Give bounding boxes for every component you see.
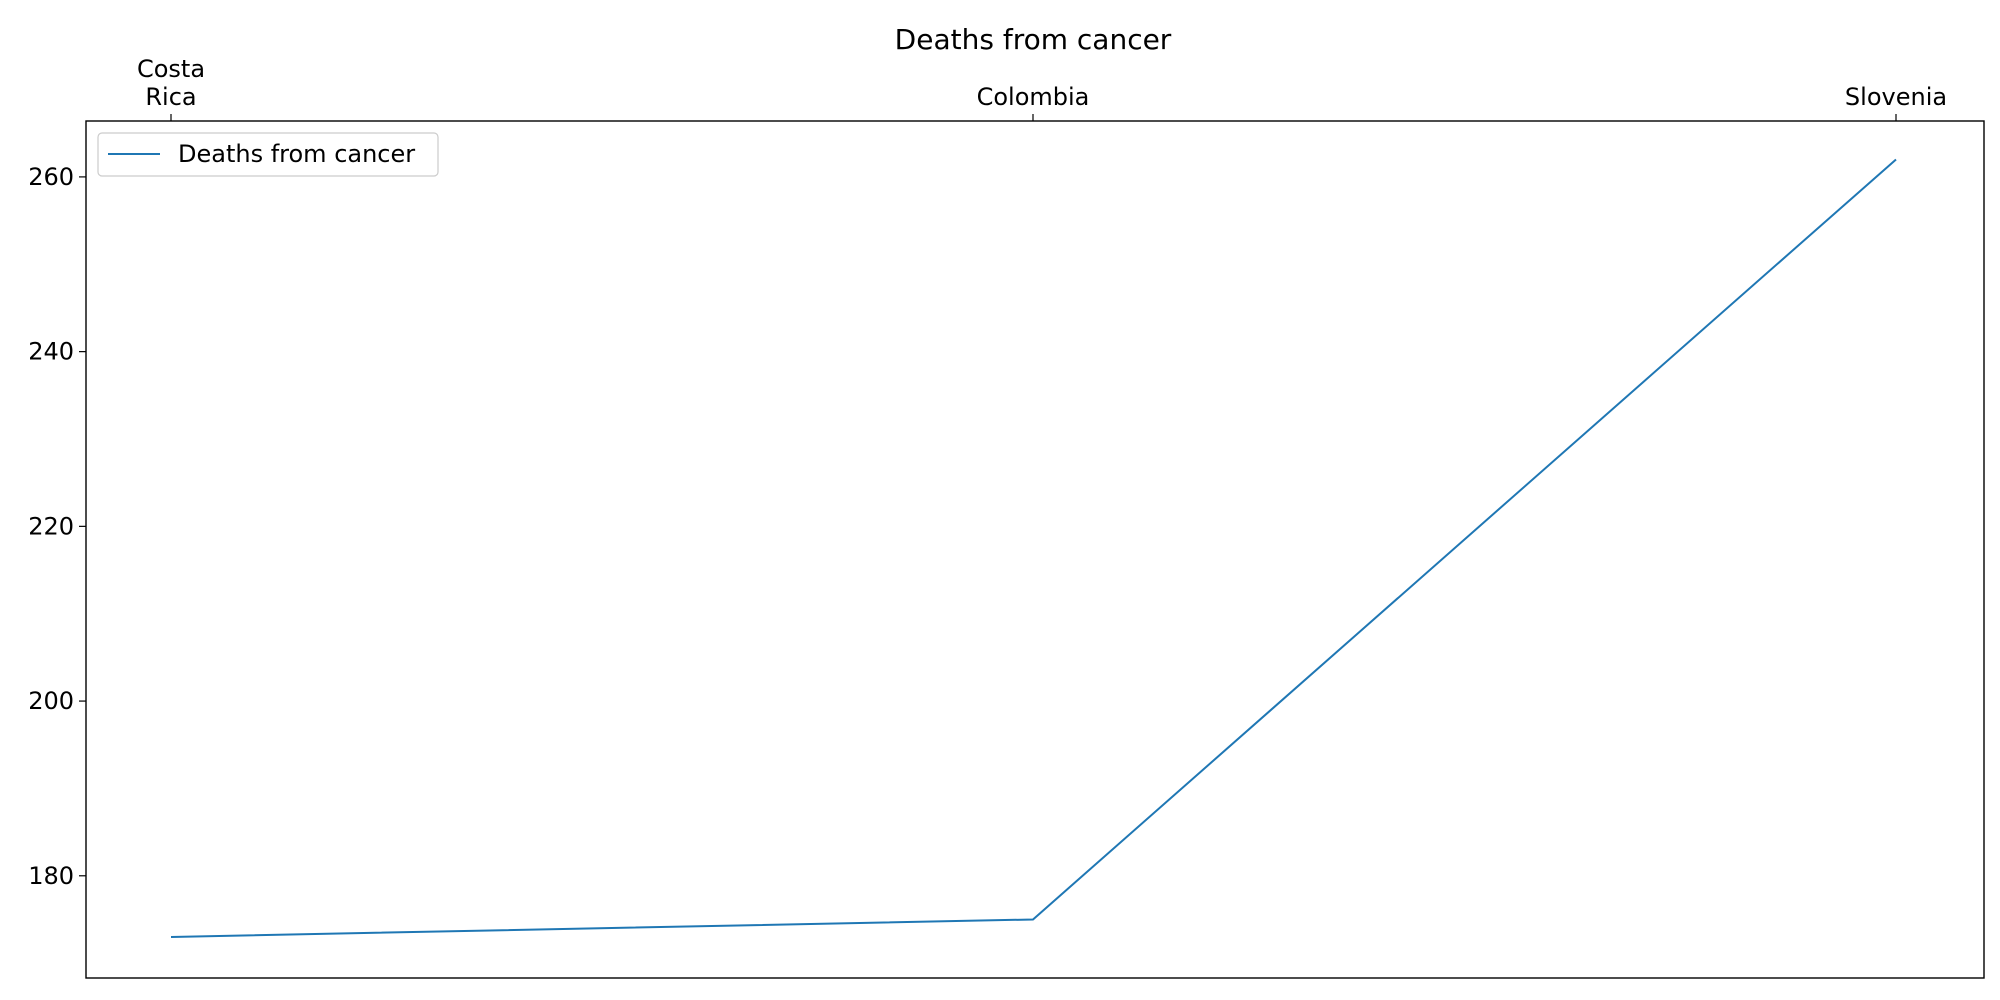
plot-area: [85, 120, 1985, 979]
y-axis: 180 200 220 240 260: [28, 163, 86, 890]
series-line: [170, 158, 1897, 938]
series-layer: [170, 158, 1897, 938]
y-tick-label: 200: [28, 687, 74, 715]
x-tick-label: Rica: [145, 83, 196, 111]
y-tick-label: 220: [28, 512, 74, 540]
x-tick-label: Costa: [137, 55, 205, 83]
legend: Deaths from cancer: [97, 132, 439, 177]
chart-title: Deaths from cancer: [895, 23, 1172, 56]
y-tick-label: 180: [28, 862, 74, 890]
legend-box: [97, 132, 439, 177]
y-tick-label: 260: [28, 163, 74, 191]
y-tick-label: 240: [28, 338, 74, 366]
x-tick-label: Slovenia: [1845, 83, 1947, 111]
legend-label: Deaths from cancer: [178, 140, 415, 168]
x-tick-label: Colombia: [977, 83, 1090, 111]
